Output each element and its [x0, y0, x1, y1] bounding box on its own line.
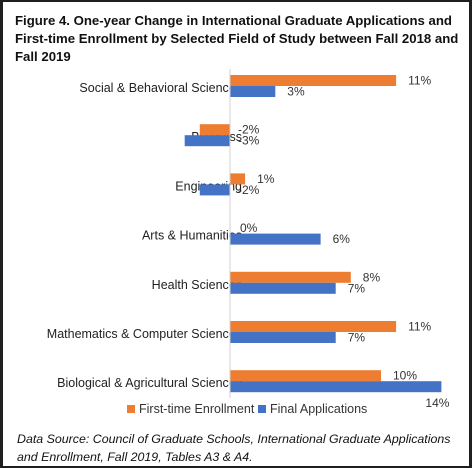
applications-bar: [230, 233, 321, 245]
enrollment-value-label: 0%: [240, 221, 258, 235]
enrollment-bar: [230, 75, 397, 86]
enrollment-value-label: 8%: [363, 270, 381, 284]
category-label: Social & Behavioral Sciences: [79, 81, 242, 95]
enrollment-value-label: 11%: [408, 74, 431, 88]
legend-applications-swatch: [258, 405, 266, 413]
applications-value-label: 6%: [333, 232, 351, 246]
applications-bar: [230, 381, 442, 393]
category-label: Mathematics & Computer Sciences: [47, 327, 242, 341]
figure-title: Figure 4. One-year Change in Internation…: [15, 13, 459, 64]
legend-enrollment-swatch: [127, 405, 135, 413]
enrollment-value-label: 1%: [257, 172, 275, 186]
applications-bar: [230, 282, 336, 294]
applications-value-label: 3%: [287, 85, 305, 99]
applications-value-label: -3%: [238, 134, 260, 148]
enrollment-bar: [230, 370, 381, 382]
enrollment-bar: [230, 173, 246, 185]
legend-enrollment-label: First-time Enrollment: [139, 402, 255, 416]
category-label: Health Sciences: [152, 278, 242, 292]
applications-bar: [230, 332, 336, 343]
applications-bar: [230, 86, 276, 97]
applications-bar: [199, 184, 230, 196]
enrollment-value-label: 11%: [408, 320, 431, 334]
enrollment-bar: [230, 271, 351, 283]
category-label: Arts & Humanities: [142, 229, 242, 243]
applications-value-label: 14%: [425, 396, 449, 410]
data-source-note: Data Source: Council of Graduate Schools…: [17, 432, 451, 464]
applications-value-label: -2%: [238, 183, 260, 197]
applications-bar: [184, 135, 230, 147]
enrollment-value-label: -2%: [238, 123, 260, 137]
category-label: Biological & Agricultural Sciences: [57, 376, 242, 390]
legend-applications-label: Final Applications: [270, 402, 367, 416]
enrollment-value-label: 10%: [393, 369, 417, 383]
applications-value-label: 7%: [348, 331, 366, 345]
enrollment-bar: [230, 321, 397, 332]
applications-value-label: 7%: [348, 281, 366, 295]
enrollment-bar: [199, 124, 230, 136]
figure-panel: Figure 4. One-year Change in Internation…: [3, 2, 469, 466]
bar-chart: Social & Behavioral Sciences11%3%Busines…: [47, 69, 450, 416]
